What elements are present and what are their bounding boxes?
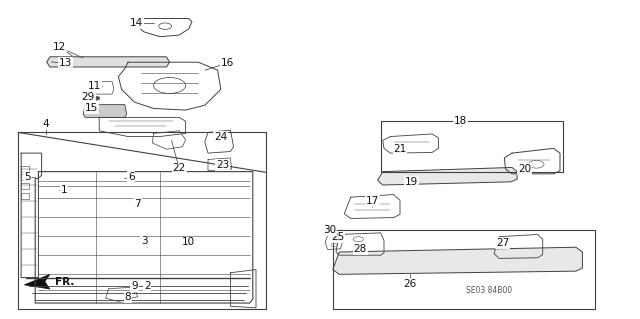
Polygon shape	[378, 167, 517, 185]
Text: 19: 19	[405, 177, 418, 187]
Polygon shape	[24, 274, 50, 289]
Text: 1: 1	[61, 185, 67, 195]
Circle shape	[92, 96, 100, 100]
Text: SE03 84B00: SE03 84B00	[466, 286, 512, 295]
Text: 5: 5	[24, 172, 31, 182]
Text: 16: 16	[221, 58, 234, 68]
Text: 21: 21	[394, 144, 406, 154]
Circle shape	[326, 228, 335, 233]
Text: 24: 24	[214, 132, 227, 142]
Text: 18: 18	[454, 115, 467, 126]
Text: 6: 6	[128, 172, 134, 182]
Text: 30: 30	[323, 225, 336, 235]
Polygon shape	[333, 247, 582, 274]
Text: 3: 3	[141, 236, 147, 246]
Text: 2: 2	[144, 280, 150, 291]
Text: 20: 20	[518, 164, 531, 174]
Text: 12: 12	[53, 42, 66, 52]
Text: 22: 22	[173, 163, 186, 174]
Text: 23: 23	[216, 160, 229, 170]
Text: 29: 29	[82, 92, 95, 102]
Text: 9: 9	[131, 281, 138, 292]
Text: 11: 11	[88, 81, 101, 91]
Text: 28: 28	[354, 244, 367, 255]
Polygon shape	[83, 105, 127, 117]
Text: 8: 8	[125, 292, 131, 302]
Text: 13: 13	[60, 58, 72, 68]
Text: 17: 17	[366, 196, 379, 206]
Text: 7: 7	[134, 199, 141, 209]
Polygon shape	[47, 57, 170, 67]
Text: 10: 10	[182, 237, 195, 248]
Text: 14: 14	[130, 18, 143, 28]
Text: 26: 26	[403, 279, 416, 289]
Text: 4: 4	[43, 119, 49, 130]
Text: FR.: FR.	[55, 277, 74, 287]
Text: 27: 27	[496, 238, 509, 248]
Text: 25: 25	[332, 232, 344, 242]
Text: 15: 15	[85, 103, 98, 113]
